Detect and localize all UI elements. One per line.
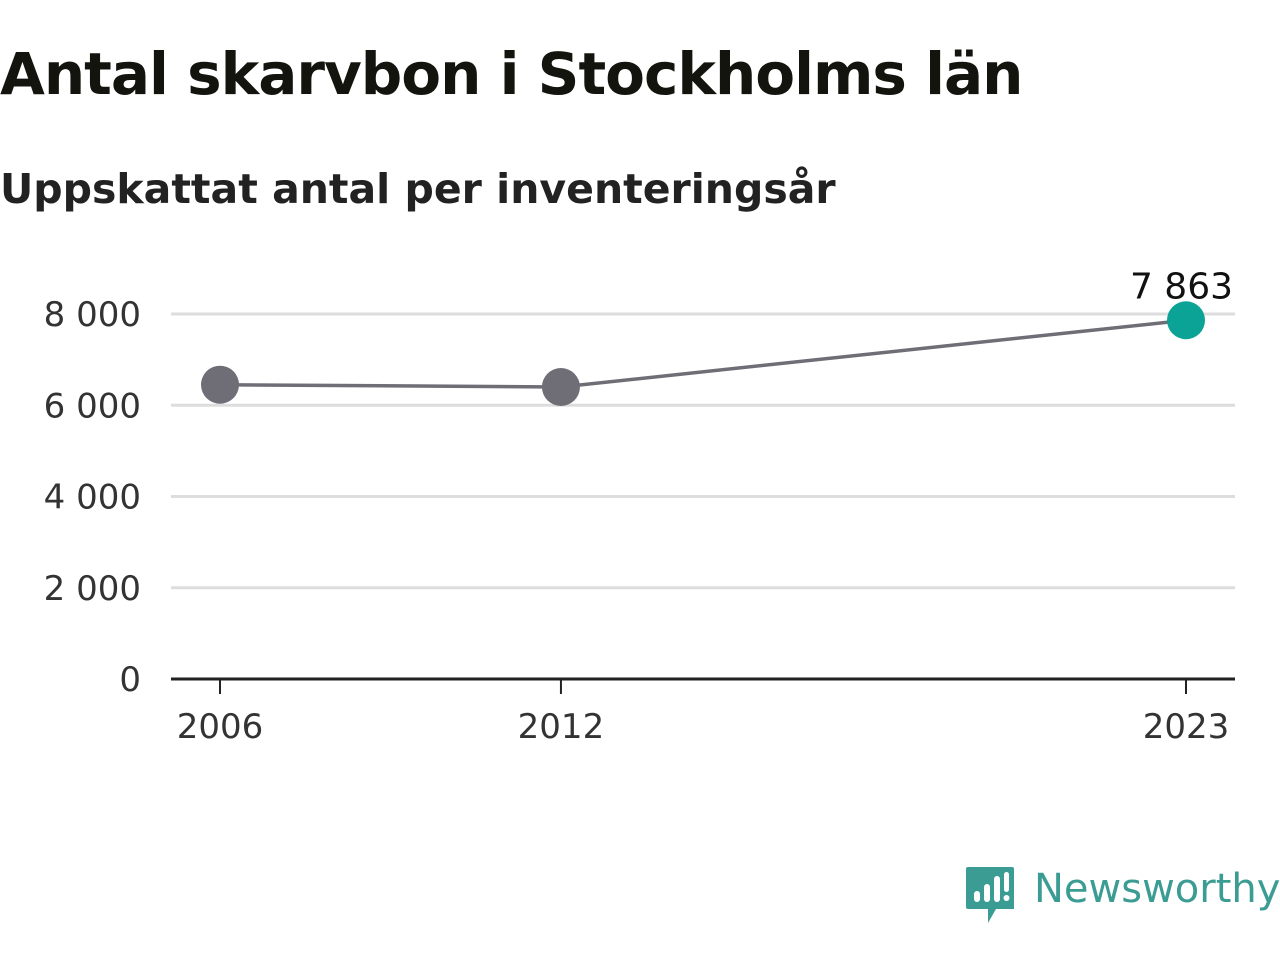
line-chart: 0 2 000 4 000 6 000 8 000 2006 2012 2023 7 863 (44, 266, 1235, 747)
y-tick-label: 0 (119, 660, 141, 700)
x-tick-label: 2006 (177, 707, 264, 747)
data-point (541, 368, 580, 406)
y-tick-label: 6 000 (44, 386, 141, 426)
gridlines (171, 312, 1235, 590)
chart-subtitle: Uppskattat antal per inventeringsår (0, 165, 836, 213)
axes: 0 2 000 4 000 6 000 8 000 2006 2012 2023 (44, 295, 1235, 747)
brand-logo: Newsworthy (964, 864, 1280, 928)
brand-name: Newsworthy (1034, 866, 1280, 912)
series-line (219, 318, 1187, 389)
highlight-point (1167, 301, 1205, 340)
data-labels: 7 863 (1130, 266, 1233, 307)
x-tick-label: 2012 (518, 707, 605, 747)
y-tick-label: 2 000 (44, 569, 141, 609)
data-label: 7 863 (1130, 266, 1233, 307)
y-tick-label: 8 000 (44, 295, 141, 335)
chart-title: Antal skarvbon i Stockholms län (0, 40, 1023, 108)
y-tick-label: 4 000 (44, 478, 141, 518)
x-tick-label: 2023 (1143, 707, 1230, 747)
data-point (201, 365, 239, 404)
newsworthy-logo-icon (966, 867, 1014, 923)
data-series (201, 301, 1205, 406)
